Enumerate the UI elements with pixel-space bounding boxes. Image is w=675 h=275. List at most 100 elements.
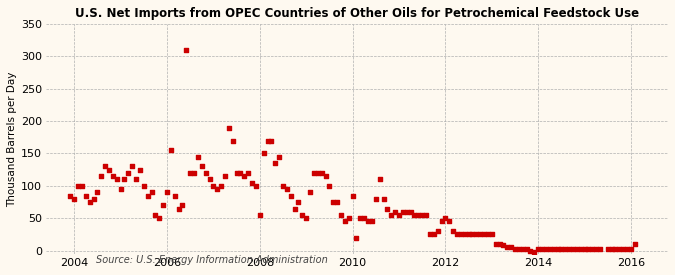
Point [440, 216, 451, 221]
Point [560, 247, 570, 252]
Point [389, 210, 400, 214]
Point [552, 247, 563, 252]
Point [107, 174, 118, 178]
Point [386, 213, 397, 217]
Point [575, 247, 586, 252]
Point [177, 203, 188, 208]
Point [317, 171, 327, 175]
Point [100, 164, 111, 169]
Point [587, 247, 597, 252]
Point [359, 216, 370, 221]
Point [289, 206, 300, 211]
Point [429, 232, 439, 237]
Point [525, 248, 536, 253]
Point [73, 184, 84, 188]
Point [250, 184, 261, 188]
Point [274, 155, 285, 159]
Point [92, 190, 103, 194]
Point [394, 213, 404, 217]
Point [456, 232, 466, 237]
Point [502, 245, 512, 250]
Point [614, 247, 625, 252]
Point [76, 184, 87, 188]
Point [479, 232, 489, 237]
Point [189, 171, 200, 175]
Point [490, 242, 501, 246]
Point [405, 210, 416, 214]
Point [304, 190, 315, 194]
Point [537, 247, 547, 252]
Point [301, 216, 312, 221]
Point [471, 232, 482, 237]
Point [409, 213, 420, 217]
Point [606, 247, 617, 252]
Point [154, 216, 165, 221]
Point [436, 219, 447, 224]
Point [494, 242, 505, 246]
Point [185, 171, 196, 175]
Point [131, 177, 142, 182]
Point [313, 171, 323, 175]
Point [351, 235, 362, 240]
Point [259, 151, 269, 156]
Point [355, 216, 366, 221]
Point [382, 206, 393, 211]
Point [583, 247, 594, 252]
Point [622, 247, 632, 252]
Text: Source: U.S. Energy Information Administration: Source: U.S. Energy Information Administ… [96, 255, 328, 265]
Point [212, 187, 223, 191]
Point [475, 232, 485, 237]
Y-axis label: Thousand Barrels per Day: Thousand Barrels per Day [7, 71, 17, 207]
Point [266, 138, 277, 143]
Point [138, 184, 149, 188]
Point [88, 197, 99, 201]
Point [328, 200, 339, 204]
Point [517, 247, 528, 252]
Point [324, 184, 335, 188]
Point [84, 200, 95, 204]
Point [281, 187, 292, 191]
Point [413, 213, 424, 217]
Point [564, 247, 574, 252]
Point [521, 247, 532, 252]
Point [452, 232, 462, 237]
Point [196, 164, 207, 169]
Point [602, 247, 613, 252]
Point [208, 184, 219, 188]
Point [200, 171, 211, 175]
Point [595, 247, 605, 252]
Point [297, 213, 308, 217]
Point [506, 245, 516, 250]
Point [463, 232, 474, 237]
Point [467, 232, 478, 237]
Point [308, 171, 319, 175]
Point [277, 184, 288, 188]
Point [96, 174, 107, 178]
Point [591, 247, 601, 252]
Point [111, 177, 122, 182]
Title: U.S. Net Imports from OPEC Countries of Other Oils for Petrochemical Feedstock U: U.S. Net Imports from OPEC Countries of … [75, 7, 639, 20]
Point [119, 177, 130, 182]
Point [246, 180, 257, 185]
Point [510, 246, 520, 251]
Point [425, 232, 435, 237]
Point [262, 138, 273, 143]
Point [219, 174, 230, 178]
Point [123, 171, 134, 175]
Point [529, 250, 540, 254]
Point [629, 242, 640, 246]
Point [293, 200, 304, 204]
Point [331, 200, 342, 204]
Point [227, 138, 238, 143]
Point [568, 247, 578, 252]
Point [533, 247, 543, 252]
Point [483, 232, 493, 237]
Point [115, 187, 126, 191]
Point [243, 171, 254, 175]
Point [173, 206, 184, 211]
Point [235, 171, 246, 175]
Point [158, 203, 169, 208]
Point [572, 247, 583, 252]
Point [104, 167, 115, 172]
Point [432, 229, 443, 233]
